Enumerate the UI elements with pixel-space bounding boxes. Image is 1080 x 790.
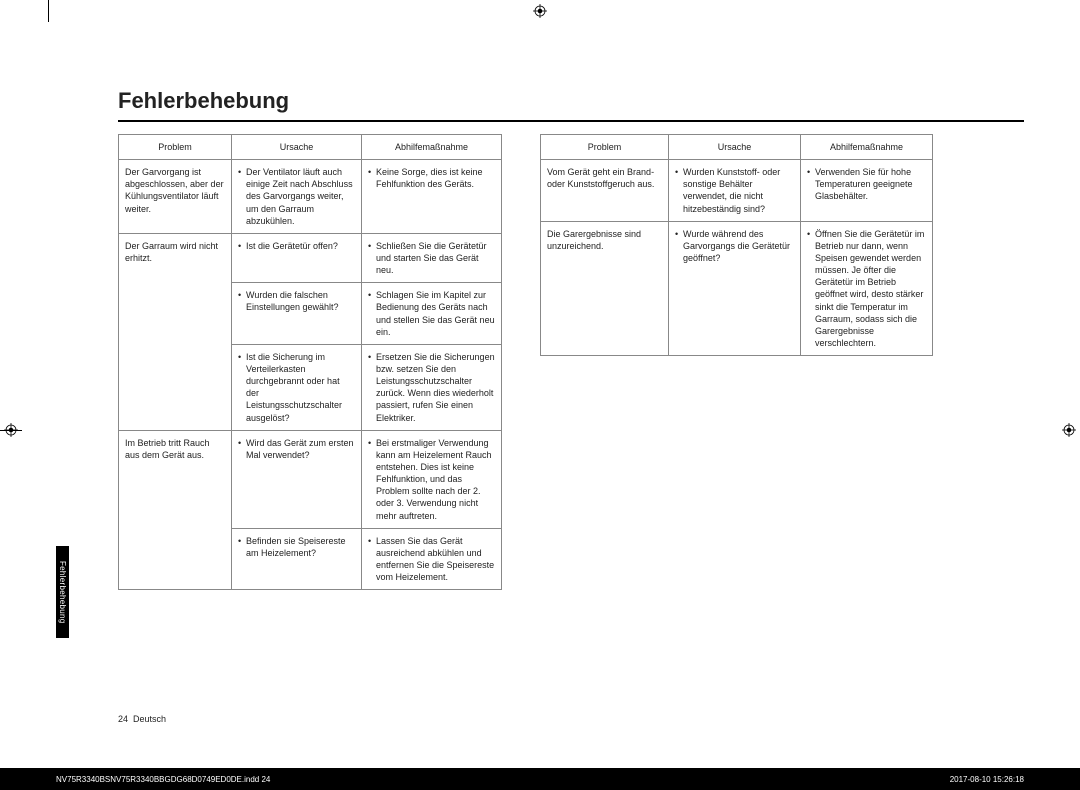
cell-cause: Ist die Gerätetür offen? <box>232 233 362 282</box>
page-number: 24 Deutsch <box>118 714 166 724</box>
registration-mark-icon <box>533 750 547 764</box>
column-right: ProblemUrsacheAbhilfemaßnahme Vom Gerät g… <box>540 134 933 590</box>
registration-mark-icon <box>1062 423 1076 437</box>
cell-problem: Der Garvorgang ist abgeschlossen, aber d… <box>119 160 232 234</box>
cell-remedy: Keine Sorge, dies ist keine Fehlfunktion… <box>362 160 502 234</box>
cell-problem: Die Garergebnisse sind unzureichend. <box>541 221 669 355</box>
cell-cause: Befinden sie Speisereste am Heizelement? <box>232 528 362 590</box>
cell-cause: Wurden die falschen Einstellungen gewähl… <box>232 283 362 345</box>
title-rule <box>118 120 1024 122</box>
footer-bar: NV75R3340BSNV75R3340BBGDG68D0749ED0DE.in… <box>0 768 1080 790</box>
page-root: Fehlerbehebung ProblemUrsacheAbhilfemaßn… <box>0 0 1080 790</box>
registration-mark-icon <box>4 423 18 437</box>
cell-cause: Wird das Gerät zum ersten Mal verwendet? <box>232 430 362 528</box>
cell-remedy: Schließen Sie die Gerätetür und starten … <box>362 233 502 282</box>
cell-remedy: Öffnen Sie die Gerätetür im Betrieb nur … <box>801 221 933 355</box>
column-header: Problem <box>119 135 232 160</box>
column-header: Ursache <box>669 135 801 160</box>
column-header: Abhilfemaßnahme <box>801 135 933 160</box>
column-header: Problem <box>541 135 669 160</box>
cell-cause: Der Ventilator läuft auch einige Zeit na… <box>232 160 362 234</box>
page-number-num: 24 <box>118 714 128 724</box>
footer-left: NV75R3340BSNV75R3340BBGDG68D0749ED0DE.in… <box>56 775 270 784</box>
table-row: Vom Gerät geht ein Brand- oder Kunststof… <box>541 160 933 222</box>
troubleshoot-table-a: ProblemUrsacheAbhilfemaßnahme Der Garvorg… <box>118 134 502 590</box>
table-row: Der Garvorgang ist abgeschlossen, aber d… <box>119 160 502 234</box>
cell-remedy: Verwenden Sie für hohe Temperaturen geei… <box>801 160 933 222</box>
crop-mark <box>48 0 49 22</box>
side-tab: Fehlerbehebung <box>56 546 69 638</box>
columns: ProblemUrsacheAbhilfemaßnahmeDer Garvorg… <box>118 134 1024 590</box>
cell-cause: Ist die Sicherung im Verteilerkasten dur… <box>232 344 362 430</box>
cell-problem: Im Betrieb tritt Rauch aus dem Gerät aus… <box>119 430 232 590</box>
column-header: Abhilfemaßnahme <box>362 135 502 160</box>
cell-problem: Der Garraum wird nicht erhitzt. <box>119 233 232 430</box>
page-title: Fehlerbehebung <box>118 88 1024 114</box>
cell-remedy: Ersetzen Sie die Sicherungen bzw. setzen… <box>362 344 502 430</box>
cell-remedy: Bei erstmaliger Verwendung kann am Heize… <box>362 430 502 528</box>
table-row: Der Garraum wird nicht erhitzt.Ist die G… <box>119 233 502 282</box>
cell-cause: Wurde während des Garvorgangs die Geräte… <box>669 221 801 355</box>
troubleshoot-table-b: ProblemUrsacheAbhilfemaßnahme Vom Gerät g… <box>540 134 933 356</box>
cell-remedy: Schlagen Sie im Kapitel zur Bedienung de… <box>362 283 502 345</box>
column-left: ProblemUrsacheAbhilfemaßnahme Der Garvorg… <box>118 134 502 590</box>
column-header: Ursache <box>232 135 362 160</box>
table-row: Die Garergebnisse sind unzureichend.Wurd… <box>541 221 933 355</box>
cell-cause: Wurden Kunststoff- oder sonstige Behälte… <box>669 160 801 222</box>
page-number-lang: Deutsch <box>133 714 166 724</box>
registration-mark-icon <box>533 4 547 18</box>
table-row: Im Betrieb tritt Rauch aus dem Gerät aus… <box>119 430 502 528</box>
cell-problem: Vom Gerät geht ein Brand- oder Kunststof… <box>541 160 669 222</box>
footer-right: 2017-08-10 15:26:18 <box>950 775 1024 784</box>
cell-remedy: Lassen Sie das Gerät ausreichend abkühle… <box>362 528 502 590</box>
